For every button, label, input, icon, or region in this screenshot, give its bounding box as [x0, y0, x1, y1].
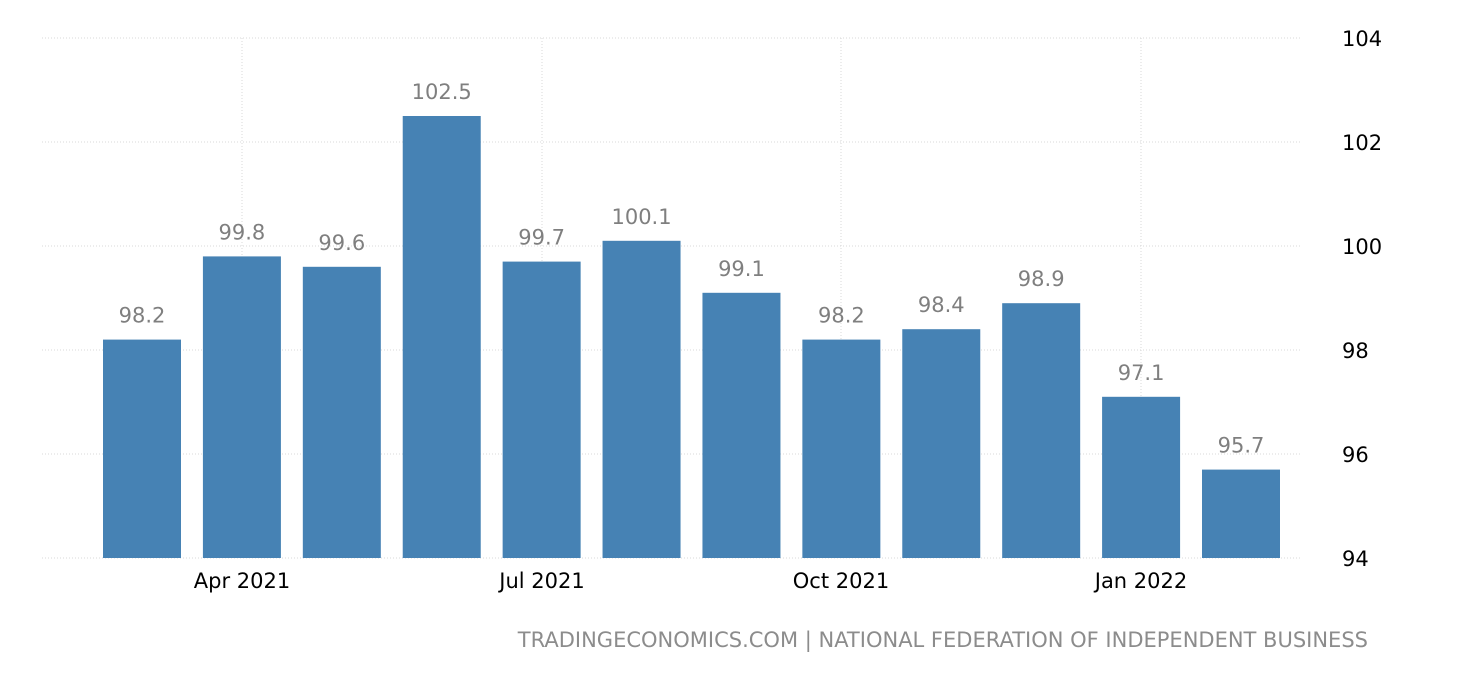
bar	[502, 261, 581, 558]
bar-value-label: 98.4	[918, 293, 965, 317]
bar-value-label: 99.1	[718, 257, 765, 281]
y-tick-label: 100	[1342, 235, 1382, 259]
bar	[103, 339, 181, 558]
bar	[902, 329, 981, 558]
bar-value-label: 98.9	[1018, 267, 1065, 291]
bar-value-label: 97.1	[1118, 361, 1165, 385]
bar-value-label: 98.2	[818, 304, 865, 328]
bar	[1002, 303, 1081, 558]
x-tick-label: Jul 2021	[497, 569, 584, 593]
bar-value-label: 99.6	[318, 231, 365, 255]
x-tick-label: Apr 2021	[194, 569, 290, 593]
bar-value-label: 100.1	[611, 205, 671, 229]
bar	[202, 256, 281, 558]
bar-value-label: 99.8	[219, 220, 266, 244]
x-tick-label: Jan 2022	[1093, 569, 1188, 593]
bar	[702, 292, 781, 558]
y-tick-label: 94	[1342, 547, 1369, 571]
source-attribution: TRADINGECONOMICS.COM | NATIONAL FEDERATI…	[517, 628, 1368, 652]
bar	[802, 339, 881, 558]
x-tick-label: Oct 2021	[793, 569, 889, 593]
y-tick-label: 104	[1342, 27, 1382, 51]
bar	[1102, 396, 1181, 558]
bar	[1202, 469, 1280, 558]
bar-value-label: 98.2	[119, 304, 166, 328]
y-tick-label: 96	[1342, 443, 1369, 467]
bar-value-label: 102.5	[412, 80, 472, 104]
bar	[602, 240, 681, 559]
bar	[302, 266, 381, 558]
bar	[402, 116, 481, 558]
bar-value-label: 95.7	[1218, 434, 1265, 458]
y-tick-label: 98	[1342, 339, 1369, 363]
bar-value-label: 99.7	[518, 226, 565, 250]
y-tick-label: 102	[1342, 131, 1382, 155]
